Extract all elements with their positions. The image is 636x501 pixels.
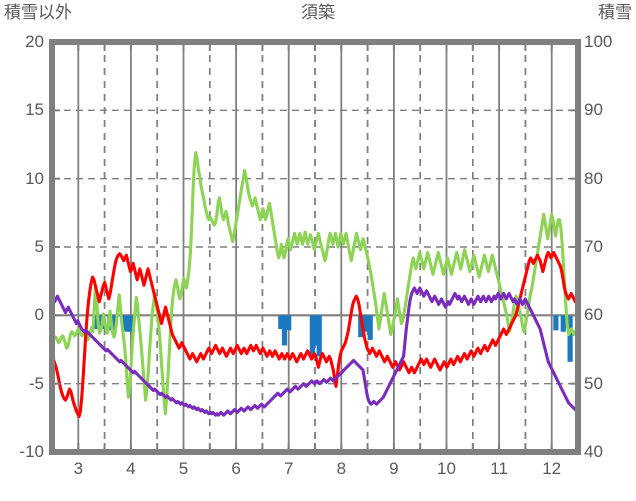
left-axis-title: 積雪以外: [4, 3, 72, 22]
bar-snow-depth: [278, 315, 284, 329]
xtick-label: 11: [490, 459, 508, 478]
ytick-label-left: 20: [25, 32, 44, 51]
bar-snow-depth: [316, 315, 322, 357]
bar-snow-depth: [313, 315, 319, 346]
xtick-label: 10: [437, 459, 456, 478]
right-axis-title: 積雪: [598, 3, 632, 22]
bar-snow-depth: [281, 315, 288, 346]
xtick-label: 6: [231, 459, 241, 478]
bar-snow-depth: [124, 315, 130, 332]
ytick-label-left: 15: [25, 100, 44, 120]
xtick-label: 8: [336, 459, 347, 478]
bar-snow-depth: [367, 315, 373, 340]
ytick-label-left: 5: [34, 237, 44, 256]
xtick-label: 12: [542, 459, 562, 478]
ytick-label-left: -5: [28, 373, 44, 393]
series-line-green: [50, 151, 580, 416]
bar-snow-depth: [286, 315, 292, 331]
bars-layer: [93, 315, 573, 362]
bar-snow-depth: [358, 315, 364, 338]
axis-ticks: [52, 42, 578, 452]
bar-snow-depth: [553, 315, 559, 331]
ytick-label-right: 90: [584, 100, 603, 120]
bar-snow-depth: [120, 315, 127, 331]
series-line-purple: [50, 286, 580, 417]
page-title: 須築: [301, 3, 335, 22]
xtick-label: 3: [73, 459, 84, 478]
xtick-label: 7: [283, 459, 294, 478]
ytick-label-left: -10: [19, 442, 44, 461]
bar-snow-depth: [560, 315, 566, 332]
ytick-label-right: 70: [584, 237, 603, 256]
bar-snow-depth: [567, 315, 573, 362]
xtick-label: 4: [126, 459, 136, 478]
ytick-label-left: 10: [25, 168, 44, 188]
ytick-label-right: 60: [584, 305, 603, 325]
ytick-label-right: 100: [584, 32, 613, 51]
bar-snow-depth: [127, 315, 133, 332]
series-layer: [50, 151, 580, 419]
bar-snow-depth: [110, 315, 116, 331]
xtick-label: 9: [389, 459, 399, 478]
bar-snow-depth: [309, 315, 315, 357]
ytick-label-right: 40: [584, 442, 603, 461]
series-line-red: [50, 250, 580, 419]
ytick-label-left: 0: [34, 305, 44, 325]
ytick-label-right: 50: [584, 373, 603, 393]
bar-snow-depth: [93, 315, 99, 329]
bar-snow-depth: [362, 315, 369, 332]
ytick-label-right: 80: [584, 168, 603, 188]
xtick-label: 5: [178, 459, 189, 478]
